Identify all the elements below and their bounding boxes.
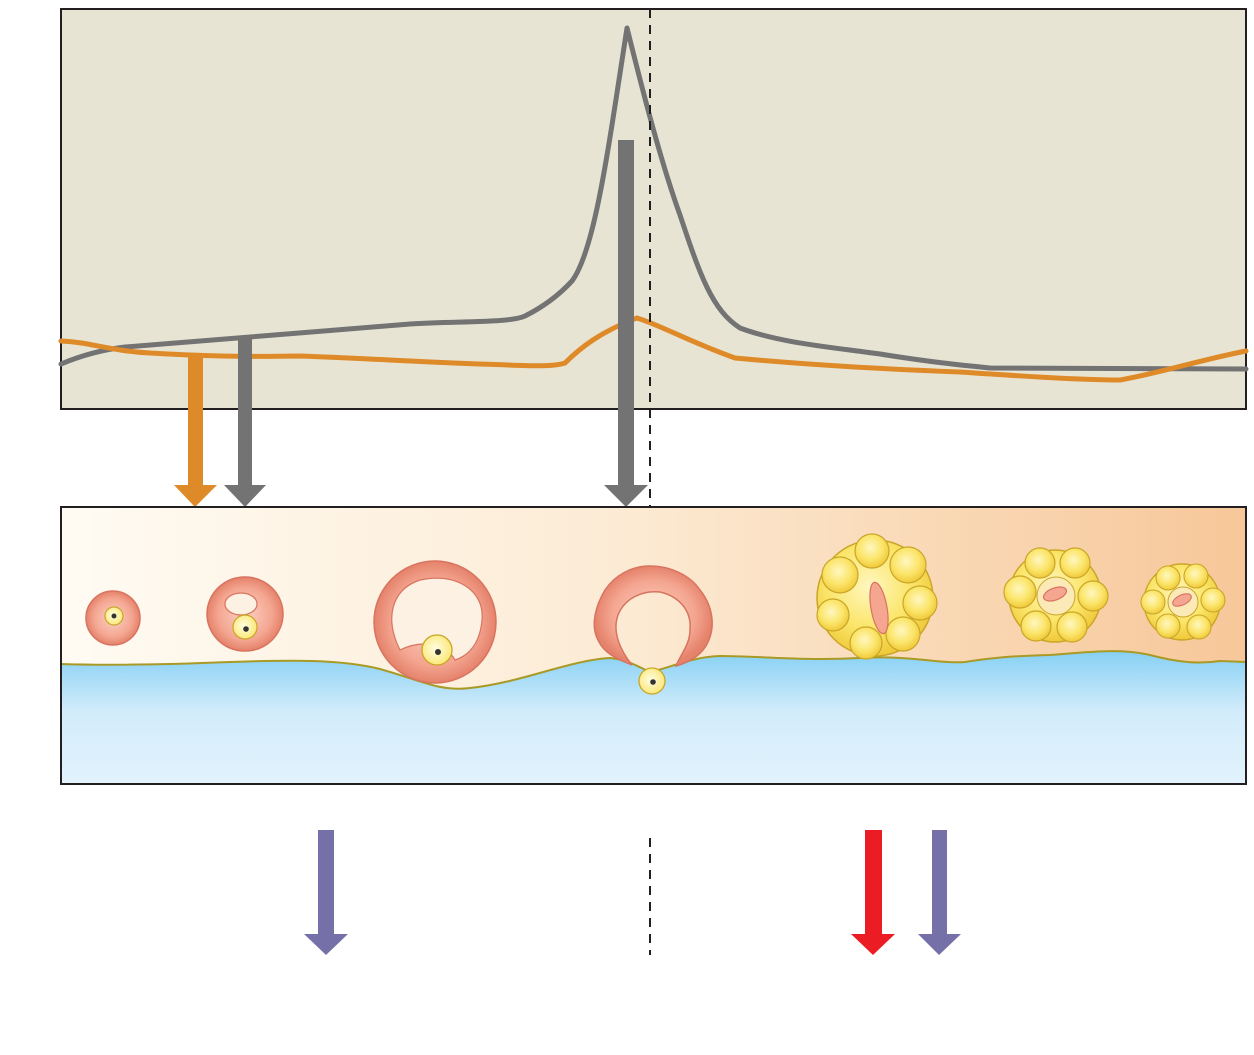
- gray-hormone-curve: [58, 25, 1249, 372]
- ovary-panel-frame: [60, 506, 1247, 785]
- arrow-down-red-icon: [851, 830, 895, 955]
- arrow-down-gray-surge-icon: [604, 140, 648, 507]
- arrow-down-purple-left-icon: [304, 830, 348, 955]
- ruptured-follicle: [593, 565, 713, 695]
- ovary-surface-line: [60, 650, 1247, 690]
- hormone-level-panel: [58, 8, 1249, 410]
- corpus-luteum: [816, 533, 938, 660]
- corpus-luteum-regressing: [1003, 547, 1109, 643]
- arrow-down-purple-right-icon: [918, 830, 961, 955]
- arrow-down-gray-icon: [224, 337, 266, 507]
- ovary-stroma: [61, 651, 1246, 784]
- corpus-albicans: [1140, 563, 1226, 641]
- hormone-panel-background: [60, 8, 1247, 410]
- arrow-down-orange-icon: [174, 355, 217, 507]
- secondary-follicle: [206, 576, 284, 652]
- ovary-cross-section-panel: [60, 506, 1247, 785]
- mature-follicle: [373, 560, 497, 684]
- primary-follicle: [85, 590, 141, 646]
